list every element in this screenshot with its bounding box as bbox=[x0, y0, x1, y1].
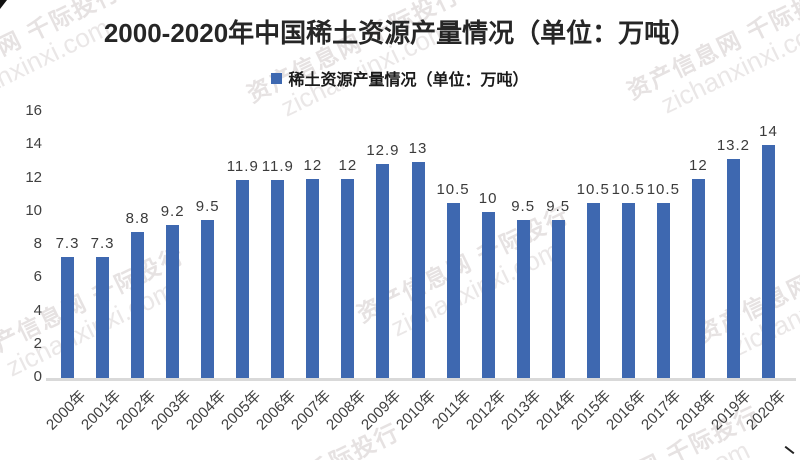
bar-2004年[interactable] bbox=[201, 220, 215, 378]
bar-value-label: 9.5 bbox=[195, 198, 220, 216]
bar-2012年[interactable] bbox=[481, 211, 495, 378]
bar-value-label: 13 bbox=[408, 139, 428, 157]
bar-value-label: 11.9 bbox=[226, 158, 259, 176]
bar-2003年[interactable] bbox=[166, 225, 180, 378]
bar-value-label: 13.2 bbox=[716, 136, 751, 154]
y-axis-tick-label: 12 bbox=[25, 168, 42, 186]
bar-2018年[interactable] bbox=[691, 178, 705, 378]
x-axis-tick-label: 2020年 bbox=[743, 387, 790, 434]
legend-label: 稀土资源产量情况（单位：万吨） bbox=[288, 72, 529, 89]
bar-value-label: 12 bbox=[303, 156, 323, 174]
y-axis-tick-label: 4 bbox=[33, 301, 42, 319]
bar-2006年[interactable] bbox=[271, 180, 285, 378]
bar-2016年[interactable] bbox=[621, 203, 635, 378]
y-axis-tick-label: 0 bbox=[33, 368, 42, 385]
bar-2001年[interactable] bbox=[96, 256, 110, 378]
bar-value-label: 12 bbox=[338, 156, 358, 174]
x-axis-line bbox=[46, 378, 796, 381]
y-axis-tick-label: 6 bbox=[33, 268, 42, 286]
bar-value-label: 14 bbox=[759, 123, 778, 141]
legend[interactable]: 稀土资源产量情况（单位：万吨） bbox=[0, 66, 800, 90]
bar-2009年[interactable] bbox=[376, 163, 390, 378]
bar-value-label: 10 bbox=[478, 189, 498, 207]
bar-2014年[interactable] bbox=[551, 220, 565, 378]
cursor-artifact-icon bbox=[0, 0, 7, 9]
bar-value-label: 10.5 bbox=[576, 181, 610, 199]
y-axis-tick-label: 8 bbox=[33, 235, 42, 252]
y-axis-tick-label: 10 bbox=[25, 201, 42, 219]
bar-2000年[interactable] bbox=[61, 256, 75, 378]
bar-value-label: 9.2 bbox=[160, 203, 185, 221]
bar-value-label: 9.5 bbox=[511, 198, 536, 216]
bar-value-label: 12.9 bbox=[366, 141, 400, 159]
y-axis-tick-label: 2 bbox=[33, 334, 42, 352]
bar-2005年[interactable] bbox=[236, 180, 250, 378]
bar-2008年[interactable] bbox=[341, 178, 355, 378]
bar-value-label: 7.3 bbox=[90, 234, 115, 252]
bar-2019年[interactable] bbox=[726, 158, 740, 378]
chart-title: 2000-2020年中国稀土资源产量情况（单位：万吨） bbox=[103, 18, 697, 48]
y-axis-tick-label: 14 bbox=[25, 135, 42, 153]
bar-value-label: 9.5 bbox=[546, 198, 571, 216]
bar-2015年[interactable] bbox=[586, 203, 600, 378]
bar-value-label: 12 bbox=[689, 156, 708, 174]
bar-value-label: 11.9 bbox=[261, 158, 294, 176]
bar-2002年[interactable] bbox=[131, 231, 145, 378]
bar-2010年[interactable] bbox=[411, 161, 425, 378]
bar-value-label: 8.8 bbox=[125, 209, 150, 227]
y-axis-tick-label: 16 bbox=[25, 102, 42, 119]
bar-2013年[interactable] bbox=[516, 220, 530, 378]
bar-2007年[interactable] bbox=[306, 178, 320, 378]
legend-marker-icon bbox=[271, 72, 283, 84]
bar-2020年[interactable] bbox=[761, 145, 775, 378]
bar-value-label: 10.5 bbox=[611, 181, 645, 199]
x-axis-tick-label: 2000年 bbox=[42, 387, 89, 434]
bar-2011年[interactable] bbox=[446, 203, 460, 378]
bar-value-label: 7.3 bbox=[55, 234, 80, 252]
bar-2017年[interactable] bbox=[656, 203, 670, 378]
bar-value-label: 10.5 bbox=[436, 181, 470, 199]
bar-value-label: 10.5 bbox=[646, 181, 680, 199]
